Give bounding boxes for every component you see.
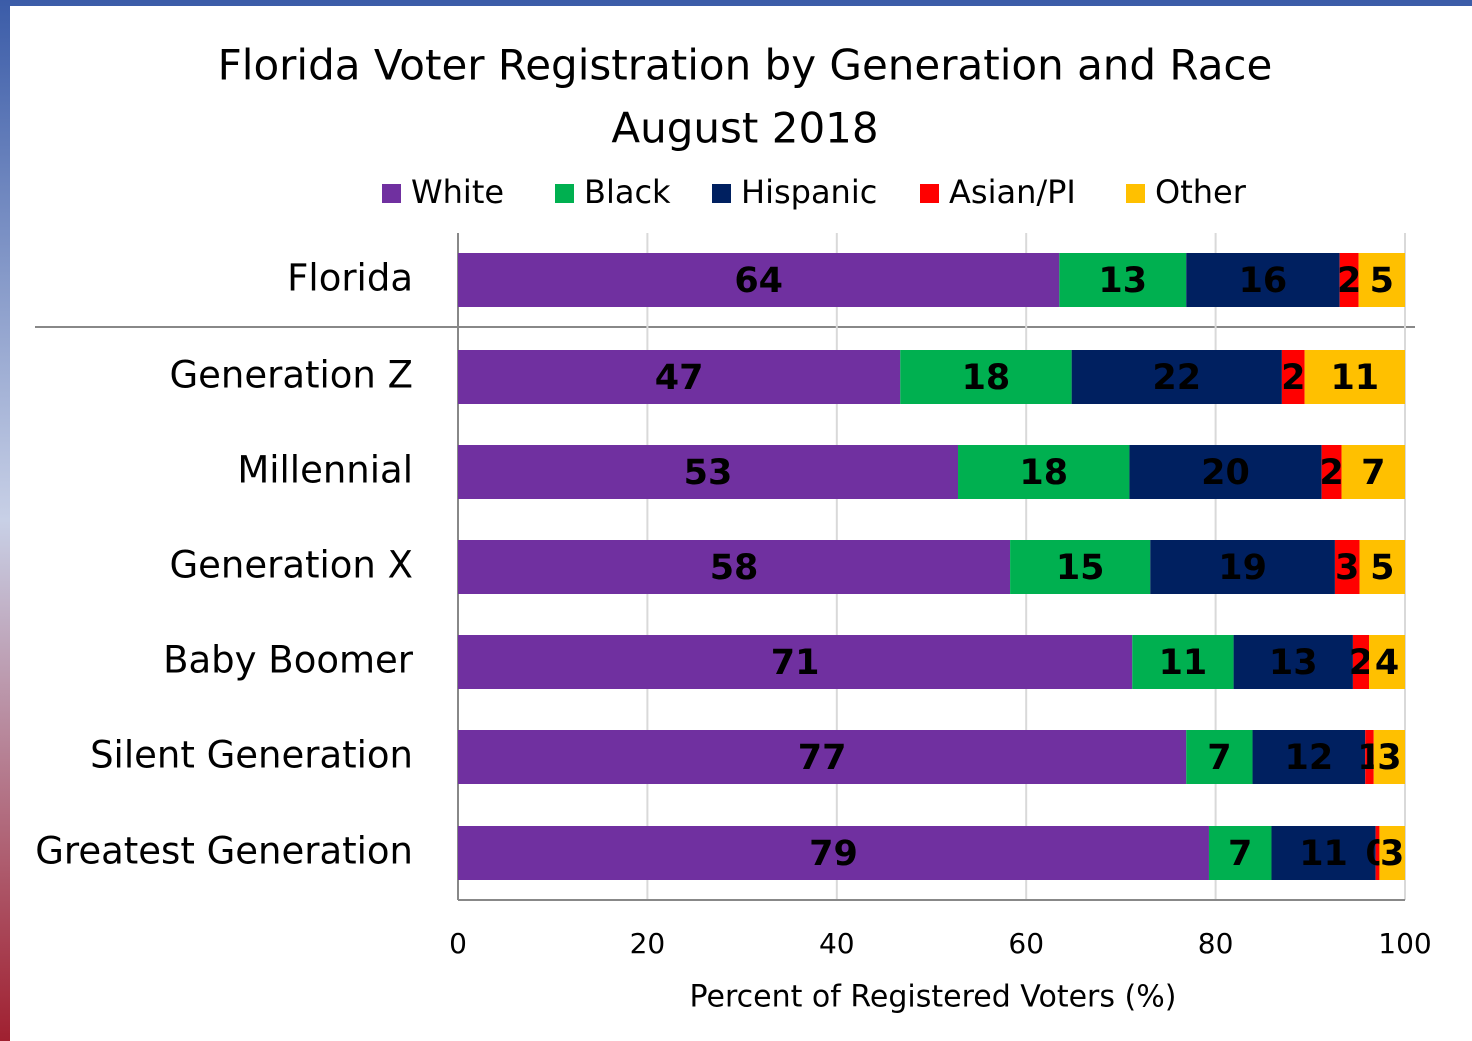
- data-label: 11: [1299, 834, 1348, 874]
- y-tick-label: Millennial: [237, 449, 413, 492]
- data-label: 5: [1370, 261, 1394, 301]
- bar-segment: [1186, 253, 1340, 307]
- legend-label: Other: [1155, 173, 1247, 211]
- panel: [10, 6, 1472, 1041]
- bar-segment: [1339, 253, 1359, 307]
- bar-segment: [958, 445, 1130, 499]
- bar-segment: [458, 445, 959, 499]
- data-label: 47: [655, 358, 704, 398]
- legend-swatch: [555, 184, 574, 203]
- bar-segment: [1233, 635, 1353, 689]
- legend-label: White: [411, 173, 504, 211]
- bar-segment: [1252, 730, 1366, 784]
- bar-segment: [1271, 826, 1376, 880]
- bar-segment: [1132, 635, 1234, 689]
- bar-segment: [1129, 445, 1322, 499]
- data-label: 77: [798, 738, 847, 778]
- data-label: 53: [684, 453, 733, 493]
- chart-subtitle: August 2018: [611, 104, 878, 153]
- data-label: 3: [1377, 738, 1401, 778]
- data-label: 15: [1056, 548, 1105, 588]
- data-label: 2: [1337, 261, 1361, 301]
- x-tick-label: 40: [819, 927, 855, 960]
- y-tick-label: Silent Generation: [90, 734, 413, 777]
- bar-segment: [458, 826, 1209, 880]
- bar-segment: [1369, 635, 1405, 689]
- data-label: 12: [1285, 738, 1334, 778]
- data-label: 3: [1335, 548, 1359, 588]
- data-label: 13: [1098, 261, 1147, 301]
- data-label: 19: [1218, 548, 1267, 588]
- data-label: 16: [1239, 261, 1288, 301]
- data-label: 58: [710, 548, 759, 588]
- bar-segment: [900, 350, 1072, 404]
- bar-segment: [458, 540, 1011, 594]
- legend-swatch: [920, 184, 939, 203]
- y-tick-label: Generation X: [169, 544, 413, 587]
- legend-label: Hispanic: [741, 173, 877, 211]
- bar-segment: [1373, 730, 1405, 784]
- data-label: 7: [1207, 738, 1231, 778]
- bar-segment: [1186, 730, 1253, 784]
- data-label: 2: [1281, 358, 1305, 398]
- data-label: 5: [1370, 548, 1394, 588]
- data-label: 18: [962, 358, 1011, 398]
- bar-segment: [458, 635, 1133, 689]
- data-label: 18: [1019, 453, 1068, 493]
- data-label: 4: [1375, 643, 1399, 683]
- bar-segment: [1365, 730, 1374, 784]
- bar-segment: [1059, 253, 1187, 307]
- y-tick-label: Baby Boomer: [163, 639, 414, 682]
- bar-segment: [1071, 350, 1282, 404]
- data-label: 22: [1152, 358, 1201, 398]
- x-tick-label: 60: [1008, 927, 1044, 960]
- bar-segment: [1010, 540, 1151, 594]
- bar-segment: [1208, 826, 1272, 880]
- legend-swatch: [712, 184, 731, 203]
- legend-label: Asian/PI: [949, 173, 1076, 211]
- x-tick-label: 20: [630, 927, 666, 960]
- bar-segment: [458, 253, 1060, 307]
- bar-segment: [1150, 540, 1335, 594]
- bar-segment: [1281, 350, 1305, 404]
- bar-segment: [458, 730, 1187, 784]
- bar-segment: [1334, 540, 1360, 594]
- bar-segment: [1352, 635, 1370, 689]
- data-label: 7: [1228, 834, 1252, 874]
- legend-swatch: [382, 184, 401, 203]
- data-label: 11: [1330, 358, 1379, 398]
- bar-segment: [1321, 445, 1342, 499]
- bar-segment: [1375, 826, 1380, 880]
- bar-segment: [1304, 350, 1405, 404]
- x-tick-label: 80: [1198, 927, 1234, 960]
- data-label: 2: [1319, 453, 1343, 493]
- y-tick-label: Florida: [287, 257, 413, 300]
- data-label: 7: [1361, 453, 1385, 493]
- bar-segment: [1379, 826, 1405, 880]
- x-tick-label: 0: [449, 927, 467, 960]
- x-axis-label: Percent of Registered Voters (%): [690, 980, 1177, 1015]
- bar-segment: [1341, 445, 1405, 499]
- data-label: 79: [809, 834, 858, 874]
- y-tick-label: Generation Z: [169, 354, 413, 397]
- legend-swatch: [1126, 184, 1145, 203]
- bar-segment: [1359, 540, 1405, 594]
- bar-segment: [1358, 253, 1405, 307]
- data-label: 20: [1201, 453, 1250, 493]
- legend-label: Black: [584, 173, 671, 211]
- data-label: 11: [1159, 643, 1208, 683]
- y-tick-label: Greatest Generation: [35, 830, 413, 873]
- bar-segment: [458, 350, 901, 404]
- x-tick-label: 100: [1378, 927, 1431, 960]
- data-label: 64: [734, 261, 783, 301]
- data-label: 13: [1269, 643, 1318, 683]
- data-label: 71: [771, 643, 820, 683]
- chart-title: Florida Voter Registration by Generation…: [218, 41, 1273, 90]
- data-label: 3: [1380, 834, 1404, 874]
